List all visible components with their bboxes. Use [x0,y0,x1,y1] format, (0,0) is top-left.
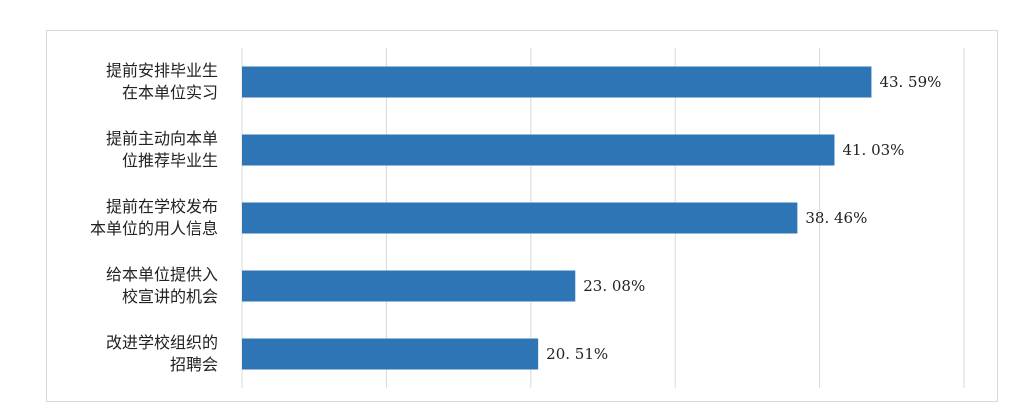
category-label-line: 在本单位实习 [122,83,218,102]
category-label-line: 校宣讲的机会 [122,287,218,306]
category-labels: 提前安排毕业生在本单位实习提前主动向本单位推荐毕业生提前在学校发布本单位的用人信… [90,61,218,374]
value-labels: 43. 59% 41. 03% 38. 46% 23. 08% 20. 51% [546,73,941,363]
bar [242,202,798,234]
category-label-line: 提前主动向本单 [106,129,218,148]
bar [242,338,539,370]
category-label-line: 招聘会 [170,355,218,374]
category-label: 提前主动向本单位推荐毕业生 [106,129,218,170]
bar [242,66,872,98]
category-label-line: 给本单位提供入 [106,265,218,284]
value-label: 20. 51% [546,345,608,363]
value-label: 23. 08% [583,277,645,295]
category-label: 提前在学校发布本单位的用人信息 [90,197,218,238]
bars [242,66,872,370]
category-label-line: 位推荐毕业生 [122,151,218,170]
category-label: 提前安排毕业生在本单位实习 [106,61,218,102]
category-label: 给本单位提供入校宣讲的机会 [106,265,218,306]
value-label: 41. 03% [842,141,904,159]
category-label-line: 本单位的用人信息 [90,219,218,238]
bar [242,270,576,302]
value-label: 38. 46% [805,209,867,227]
category-label-line: 提前安排毕业生 [106,61,218,80]
category-label-line: 改进学校组织的 [106,333,218,352]
category-label-line: 提前在学校发布 [106,197,218,216]
gridlines [241,48,965,388]
value-label: 43. 59% [879,73,941,91]
category-label: 改进学校组织的招聘会 [106,333,218,374]
bar [242,134,835,166]
